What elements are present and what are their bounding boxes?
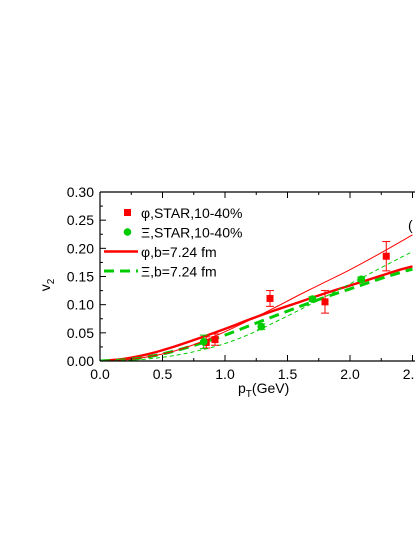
x-tick-label: 2.0 — [340, 366, 360, 382]
y-tick-label: 0.25 — [67, 212, 94, 228]
series-curve-5 — [100, 251, 413, 361]
data-point-square — [266, 294, 274, 302]
y-tick-label: 0.10 — [67, 297, 94, 313]
data-point-circle — [308, 295, 317, 303]
legend-label: φ,STAR,10-40% — [141, 205, 242, 221]
y-tick-label: 0.15 — [67, 269, 94, 285]
points-layer — [199, 241, 391, 350]
legend-label: Ξ,STAR,10-40% — [141, 225, 242, 241]
x-tick-label: 0.0 — [90, 366, 110, 382]
series-curve-4 — [100, 234, 413, 361]
x-axis-title-main: p — [238, 380, 246, 396]
y-tick-label: 0.30 — [67, 184, 94, 200]
legend-marker-square — [124, 209, 131, 216]
y-axis-title: v2 — [37, 278, 57, 291]
series-curve-2 — [100, 265, 413, 361]
x-tick-label: 0.5 — [153, 366, 173, 382]
y-axis-title-main: v — [37, 284, 53, 291]
series-curve-3 — [100, 267, 413, 361]
y-tick-label: 0.05 — [67, 325, 94, 341]
data-point-circle — [199, 338, 208, 346]
data-point-square — [382, 252, 390, 260]
x-tick-label: 1.0 — [215, 366, 235, 382]
data-point-circle — [257, 322, 266, 331]
x-axis-title-sub: T — [246, 389, 252, 400]
x-tick-label: 2.5 — [403, 366, 415, 382]
legend-marker-circle — [123, 228, 132, 236]
legend: φ,STAR,10-40% Ξ,STAR,10-40% φ,b=7.24 fm Ξ,b… — [104, 205, 242, 280]
y-tick-label: 0.20 — [67, 240, 94, 256]
tick-labels-layer: 0.00 0.05 0.10 0.15 0.20 0.25 0.30 0.0 0.5 1.0 1.5… — [67, 184, 415, 382]
data-point-square — [321, 298, 329, 306]
curves-layer — [100, 234, 413, 361]
y-tick-label: 0.00 — [67, 353, 94, 369]
x-axis-title: pT(GeV) — [238, 380, 289, 400]
x-tick-label: 1.5 — [278, 366, 298, 382]
panel-label: ( — [408, 217, 413, 233]
x-axis-title-unit: (GeV) — [252, 380, 289, 396]
axes-layer — [99, 191, 415, 362]
legend-label: φ,b=7.24 fm — [141, 244, 217, 260]
data-point-circle — [357, 275, 366, 284]
legend-label: Ξ,b=7.24 fm — [141, 264, 217, 280]
data-point-square — [211, 336, 219, 344]
y-axis-title-sub: 2 — [46, 278, 57, 284]
